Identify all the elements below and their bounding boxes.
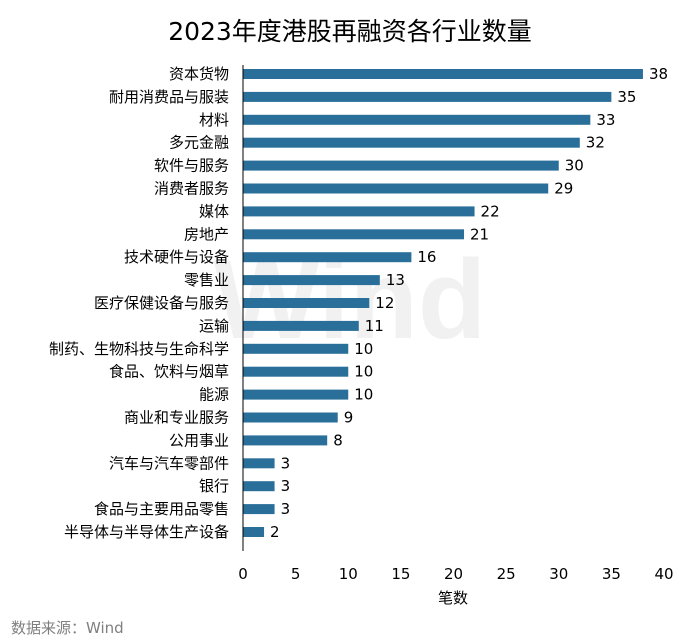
value-label: 9 xyxy=(344,409,354,427)
value-label: 2 xyxy=(270,523,280,541)
bar xyxy=(243,298,370,308)
value-label: 30 xyxy=(565,157,584,175)
category-label: 资本货物 xyxy=(169,65,229,83)
x-tick-label: 40 xyxy=(654,565,673,583)
bar xyxy=(243,91,612,102)
category-label: 运输 xyxy=(199,317,229,335)
x-tick-label: 30 xyxy=(549,565,568,583)
bars-group xyxy=(243,69,643,537)
bar xyxy=(243,275,380,286)
value-label: 33 xyxy=(596,111,615,129)
x-axis-title: 笔数 xyxy=(438,589,468,607)
bar xyxy=(243,183,549,194)
value-label: 35 xyxy=(617,88,636,106)
bar xyxy=(243,458,275,469)
x-tick-label: 25 xyxy=(497,565,516,583)
x-tick-labels: 0 5 10 15 20 25 30 35 40 xyxy=(238,565,673,583)
bar xyxy=(243,481,275,492)
value-label: 21 xyxy=(470,225,489,243)
x-tick-label: 5 xyxy=(291,565,301,583)
category-label: 医疗保健设备与服务 xyxy=(94,294,229,312)
value-label: 22 xyxy=(481,202,500,220)
category-label: 制药、生物科技与生命科学 xyxy=(49,340,229,358)
x-tick-label: 10 xyxy=(339,565,358,583)
value-label: 3 xyxy=(281,500,291,518)
value-label: 10 xyxy=(354,386,373,404)
category-label: 零售业 xyxy=(184,271,229,289)
category-label: 能源 xyxy=(199,386,229,404)
category-label: 银行 xyxy=(199,477,229,495)
category-label: 媒体 xyxy=(199,202,229,220)
value-label: 3 xyxy=(281,477,291,495)
category-label: 材料 xyxy=(199,111,229,129)
category-label: 软件与服务 xyxy=(154,157,229,175)
bar xyxy=(243,69,643,79)
value-label: 8 xyxy=(333,431,343,449)
data-source-note: 数据来源：Wind xyxy=(11,619,124,637)
bar xyxy=(243,252,412,263)
x-tick-label: 0 xyxy=(238,565,248,583)
category-label: 商业和专业服务 xyxy=(124,409,229,427)
category-label: 食品与主要用品零售 xyxy=(94,500,229,518)
value-label: 10 xyxy=(354,340,373,358)
bar xyxy=(243,389,349,400)
category-label: 技术硬件与设备 xyxy=(124,248,229,266)
value-label: 10 xyxy=(354,363,373,381)
bar xyxy=(243,412,338,423)
bar xyxy=(243,114,591,125)
x-tick-label: 15 xyxy=(391,565,410,583)
value-label: 16 xyxy=(417,248,436,266)
value-label: 13 xyxy=(386,271,405,289)
category-label: 半导体与半导体生产设备 xyxy=(64,523,229,541)
category-label: 多元金融 xyxy=(169,134,229,152)
bar xyxy=(243,229,465,240)
category-label: 汽车与汽车零部件 xyxy=(109,454,229,472)
bar xyxy=(243,435,328,446)
bar xyxy=(243,366,349,377)
bar xyxy=(243,320,359,331)
bar xyxy=(243,343,349,354)
bar xyxy=(243,504,275,515)
category-labels: 资本货物耐用消费品与服装材料多元金融软件与服务消费者服务媒体房地产技术硬件与设备… xyxy=(49,65,229,541)
value-label: 3 xyxy=(281,454,291,472)
value-label: 32 xyxy=(586,134,605,152)
bar xyxy=(243,137,580,148)
bar xyxy=(243,527,265,537)
bar xyxy=(243,206,475,217)
value-label: 11 xyxy=(365,317,384,335)
x-tick-label: 35 xyxy=(602,565,621,583)
value-label: 12 xyxy=(375,294,394,312)
category-label: 房地产 xyxy=(184,225,229,243)
value-label: 29 xyxy=(554,180,573,198)
category-label: 食品、饮料与烟草 xyxy=(109,363,229,381)
chart-title: 2023年度港股再融资各行业数量 xyxy=(168,17,532,46)
category-label: 消费者服务 xyxy=(154,180,229,198)
category-label: 公用事业 xyxy=(169,431,229,449)
value-label: 38 xyxy=(649,65,668,83)
x-tick-label: 20 xyxy=(444,565,463,583)
bar xyxy=(243,160,559,171)
category-label: 耐用消费品与服装 xyxy=(109,88,229,106)
